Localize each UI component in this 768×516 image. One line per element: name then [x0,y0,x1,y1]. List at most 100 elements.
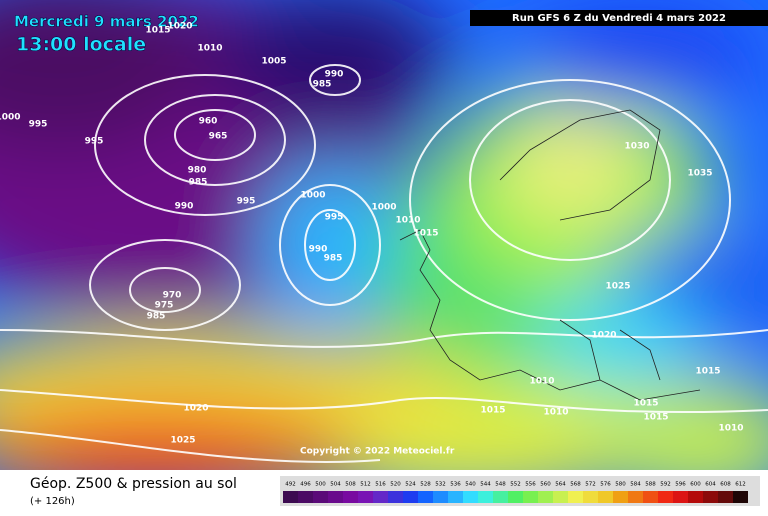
legend-swatch [658,491,673,503]
isobar-label: 1000 [371,203,396,213]
run-box [470,10,768,26]
legend-swatch [448,491,463,503]
legend-swatch [328,491,343,503]
legend-swatch [508,491,523,503]
isobar-label: 965 [209,132,228,142]
isobar-label: 1035 [687,169,712,179]
isobar-label: 985 [147,312,166,322]
legend-swatch [598,491,613,503]
legend-label: 496 [300,482,311,488]
isobar-label: 995 [325,213,344,223]
legend-swatch [538,491,553,503]
legend: 492 496 500 504 508 512 516 520 524 528 532 536 540 5… [283,482,748,503]
isobar-label: 1010 [718,424,743,434]
isobar-label: 1015 [413,229,438,239]
isobar-label: 1015 [695,367,720,377]
isobar-label: 1010 [529,377,554,387]
footer-title: Géop. Z500 & pression au sol [30,476,237,492]
isobar-label: 1010 [197,44,222,54]
legend-label: 612 [735,482,746,488]
legend-label: 532 [435,482,446,488]
legend-label: 548 [495,482,506,488]
copyright: Copyright © 2022 Meteociel.fr [300,447,455,457]
legend-label: 560 [540,482,551,488]
legend-swatch [688,491,703,503]
isobar-labels: 1020101510101005990985995995960965980985… [0,22,744,446]
legend-label: 540 [465,482,476,488]
legend-label: 500 [315,482,326,488]
isobar-label: 1000 [300,191,325,201]
isobar-label: 995 [85,137,104,147]
date: Mercredi 9 mars 2022 [14,13,199,31]
isobar-label: 1015 [145,26,170,36]
isobar-label: 1015 [480,406,505,416]
legend-swatch [568,491,583,503]
legend-swatch [478,491,493,503]
legend-swatch [403,491,418,503]
isobar-label: 985 [313,80,332,90]
isobar-label: 1010 [543,408,568,418]
isobar-label: 1020 [591,331,616,341]
legend-label: 512 [360,482,371,488]
isobar-label: 1020 [167,22,192,32]
legend-swatch [358,491,373,503]
legend-swatch [628,491,643,503]
isobar-label: 980 [188,166,207,176]
time: 13:00 locale [16,34,146,56]
legend-label: 536 [450,482,461,488]
legend-label: 592 [660,482,671,488]
legend-label: 580 [615,482,626,488]
legend-label: 572 [585,482,596,488]
isobar-label: 1010 [395,216,420,226]
isobar-label: 960 [199,117,218,127]
legend-label: 524 [405,482,416,488]
legend-label: 552 [510,482,521,488]
legend-label: 516 [375,482,386,488]
legend-label: 564 [555,482,566,488]
legend-label: 588 [645,482,656,488]
legend-swatch [418,491,433,503]
isobar-label: 1025 [170,436,195,446]
legend-swatch [643,491,658,503]
legend-label: 520 [390,482,401,488]
legend-label: 504 [330,482,341,488]
legend-swatch [493,491,508,503]
legend-swatch [283,491,298,503]
legend-label: 544 [480,482,491,488]
isobar-label: 985 [189,178,208,188]
legend-swatch [583,491,598,503]
isobar-label: 990 [175,202,194,212]
legend-label: 492 [285,482,296,488]
legend-swatch [463,491,478,503]
legend-swatch [433,491,448,503]
isobar-label: 975 [155,301,174,311]
isobar-label: 1015 [643,413,668,423]
legend-swatch [343,491,358,503]
isobar-label: 990 [309,245,328,255]
legend-label: 576 [600,482,611,488]
isobar-label: 990 [325,70,344,80]
legend-label: 508 [345,482,356,488]
legend-label: 596 [675,482,686,488]
coastlines [399,109,701,401]
legend-swatch [733,491,748,503]
legend-swatch [373,491,388,503]
isobar-label: 1000 [0,113,21,123]
legend-swatch [313,491,328,503]
legend-label: 608 [720,482,731,488]
legend-swatch [553,491,568,503]
legend-label: 604 [705,482,716,488]
isobar-label: 1025 [605,282,630,292]
legend-label: 556 [525,482,536,488]
isobar-label: 1015 [633,399,658,409]
field [0,0,768,470]
legend-swatch [718,491,733,503]
legend-label: 600 [690,482,701,488]
isobars [0,64,768,464]
isobar-label: 1020 [183,404,208,414]
legend-swatch [523,491,538,503]
run-info: Run GFS 6 Z du Vendredi 4 mars 2022 [512,13,726,24]
legend-swatch [613,491,628,503]
legend-label: 568 [570,482,581,488]
